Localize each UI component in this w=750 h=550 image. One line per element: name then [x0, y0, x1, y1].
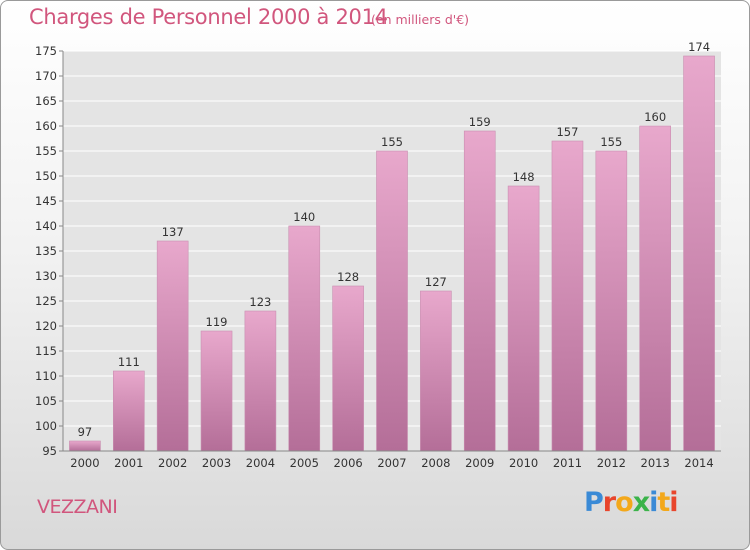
- y-tick-label: 145: [35, 194, 57, 208]
- bar: [244, 310, 277, 452]
- x-tick-label: 2001: [114, 456, 143, 470]
- y-tick-label: 135: [35, 244, 57, 258]
- x-tick-label: 2006: [333, 456, 362, 470]
- y-tick-label: 160: [35, 119, 57, 133]
- data-label: 157: [556, 125, 578, 139]
- logo-letter: x: [632, 487, 650, 518]
- chart-subtitle: (en milliers d'€): [371, 12, 470, 27]
- x-tick-label: 2014: [684, 456, 713, 470]
- data-label: 155: [381, 135, 403, 149]
- y-tick-label: 95: [42, 444, 57, 458]
- y-tick-label: 155: [35, 144, 57, 158]
- data-label: 111: [118, 355, 140, 369]
- data-label: 140: [293, 210, 315, 224]
- proxiti-logo[interactable]: Proxiti: [584, 487, 679, 518]
- data-labels: 97 111 137 119 123 140 128 155 127 159 148 157 155 16…: [78, 40, 710, 439]
- data-label: 123: [249, 295, 271, 309]
- data-label: 155: [600, 135, 622, 149]
- bar: [156, 240, 189, 452]
- bar: [463, 130, 496, 452]
- y-tick-label: 110: [35, 369, 57, 383]
- data-label: 127: [425, 275, 447, 289]
- y-tick-label: 140: [35, 219, 57, 233]
- y-tick-label: 120: [35, 319, 57, 333]
- data-label: 119: [206, 315, 228, 329]
- bar: [69, 440, 101, 452]
- bar: [551, 140, 584, 452]
- x-tick-label: 2009: [465, 456, 494, 470]
- y-axis: 95 100 105 110 115 120 125 130 135 140 145 150 155 16…: [35, 44, 64, 458]
- y-tick-label: 125: [35, 294, 57, 308]
- y-tick-label: 105: [35, 394, 57, 408]
- bar: [420, 290, 452, 452]
- chart-title: Charges de Personnel 2000 à 2014: [29, 5, 388, 29]
- logo-letter: i: [649, 487, 658, 518]
- y-tick-label: 150: [35, 169, 57, 183]
- x-tick-label: 2004: [246, 456, 275, 470]
- bar: [595, 150, 628, 452]
- logo-letter: o: [615, 487, 634, 518]
- y-tick-label: 100: [35, 419, 57, 433]
- x-tick-label: 2002: [158, 456, 187, 470]
- data-label: 128: [337, 270, 359, 284]
- x-tick-label: 2005: [290, 456, 319, 470]
- y-tick-label: 175: [35, 44, 57, 58]
- y-tick-label: 170: [35, 69, 57, 83]
- bar: [200, 330, 233, 452]
- bar: [332, 285, 364, 452]
- logo-letter: i: [669, 487, 678, 518]
- data-label: 174: [688, 40, 710, 54]
- y-tick-label: 165: [35, 94, 57, 108]
- y-tick-label: 115: [35, 344, 57, 358]
- x-axis: 2000 2001 2002 2003 2004 2005 2006 2007 2008 2009…: [63, 450, 721, 470]
- logo-letter: t: [657, 487, 670, 518]
- data-label: 148: [513, 170, 535, 184]
- x-tick-label: 2003: [202, 456, 231, 470]
- x-tick-label: 2012: [597, 456, 626, 470]
- bar: [639, 125, 672, 452]
- data-label: 160: [644, 110, 666, 124]
- bars: [69, 55, 715, 452]
- bar: [507, 185, 540, 452]
- logo-letter: r: [602, 487, 616, 518]
- x-tick-label: 2008: [421, 456, 450, 470]
- bar: [288, 225, 321, 452]
- commune-name: VEZZANI: [37, 496, 118, 518]
- x-tick-label: 2011: [553, 456, 582, 470]
- bar: [113, 370, 145, 452]
- data-label: 97: [78, 425, 93, 439]
- data-label: 137: [162, 225, 184, 239]
- bar: [683, 55, 715, 452]
- x-tick-label: 2010: [509, 456, 538, 470]
- bar: [376, 150, 408, 452]
- y-tick-label: 130: [35, 269, 57, 283]
- logo-letter: P: [584, 487, 604, 518]
- x-tick-label: 2007: [377, 456, 406, 470]
- x-tick-label: 2000: [70, 456, 99, 470]
- x-tick-label: 2013: [641, 456, 670, 470]
- data-label: 159: [469, 115, 491, 129]
